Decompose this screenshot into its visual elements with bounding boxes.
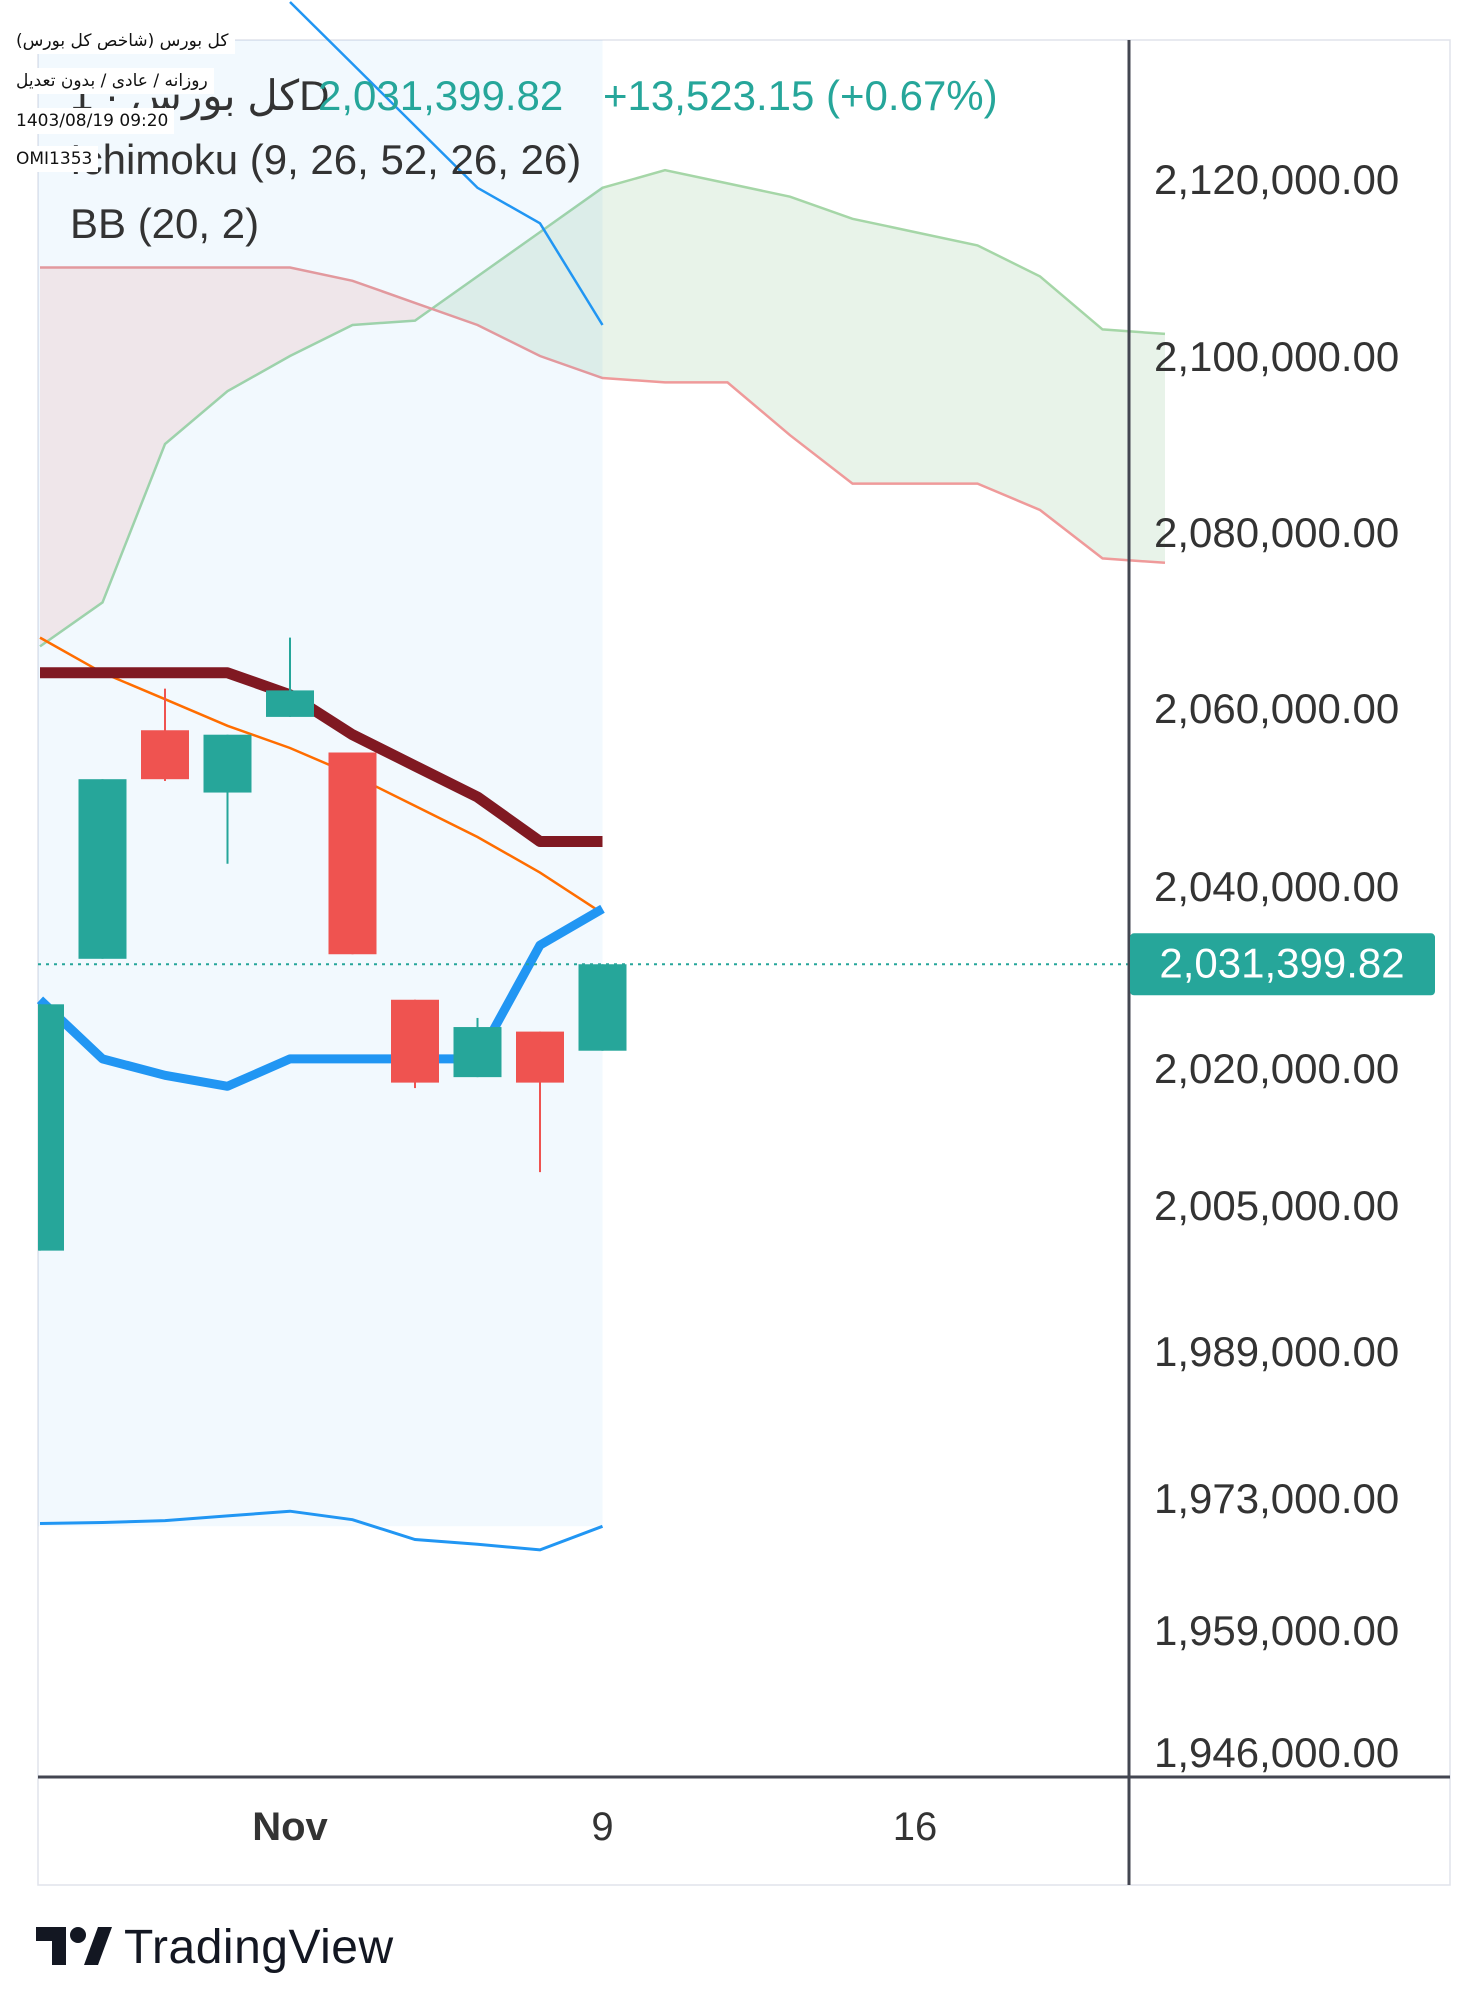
candle-body	[578, 964, 627, 1051]
bb-upper-line	[289, 1, 604, 326]
candle-down	[141, 688, 189, 781]
price-tick-label: 2,020,000.00	[1154, 1045, 1399, 1092]
cloud-segment	[477, 232, 540, 356]
time-tick-label: Nov	[252, 1805, 328, 1849]
cloud-segment	[1040, 276, 1103, 559]
candle-body	[266, 690, 314, 717]
cloud-segment	[102, 267, 165, 603]
cloud-segment	[665, 170, 728, 383]
cloud-segment	[602, 170, 665, 383]
cloud-segment	[852, 218, 915, 484]
cloud-segment	[727, 183, 790, 436]
candle-body	[141, 730, 189, 780]
cloud-segment	[40, 267, 103, 647]
tradingview-logo[interactable]: TradingView	[36, 1920, 394, 1975]
candle-body	[516, 1031, 564, 1083]
legend: کل بورس · 1D 2,031,399.82 +13,523.15 (+0…	[70, 72, 998, 247]
kijun-line	[40, 667, 603, 847]
cloud-segment	[165, 267, 228, 444]
cloud-segment	[977, 245, 1040, 510]
candle-body	[203, 734, 252, 793]
candle-down	[516, 1031, 564, 1173]
price-tick-label: 1,946,000.00	[1154, 1729, 1399, 1776]
time-tick-label: 9	[591, 1805, 613, 1849]
chart-datetime: 1403/08/19 09:20	[10, 108, 175, 134]
last-price-label: 2,031,399.82	[1159, 939, 1404, 986]
bb-fill	[38, 40, 603, 1527]
cloud-segment	[915, 232, 978, 484]
candle-down	[328, 752, 377, 955]
candle-body	[38, 1004, 64, 1251]
candle-body	[328, 752, 377, 955]
price-tick-label: 1,959,000.00	[1154, 1607, 1399, 1654]
cloud-segment	[431, 276, 478, 326]
candle-up	[78, 779, 127, 959]
ichimoku-legend[interactable]: Ichimoku (9, 26, 52, 26, 26)	[70, 136, 581, 183]
candle-up	[266, 637, 314, 717]
last-price-marker: 2,031,399.82	[1130, 933, 1435, 996]
candle-body	[453, 1027, 502, 1078]
ichimoku-cloud	[39, 168, 1166, 648]
cloud-segment	[290, 267, 353, 356]
bb-legend[interactable]: BB (20, 2)	[70, 200, 259, 247]
candle-up	[38, 1004, 64, 1251]
cloud-segment	[790, 196, 853, 484]
candle-body	[78, 779, 127, 959]
senkou-span-b-line	[40, 266, 1166, 565]
price-tick-label: 2,100,000.00	[1154, 333, 1399, 380]
cloud-segment	[540, 187, 603, 378]
price-tick-label: 2,080,000.00	[1154, 509, 1399, 556]
chart-code: OMI1353	[10, 146, 99, 172]
price-change: +13,523.15 (+0.67%)	[603, 72, 998, 119]
symbol-title: کل بورس (شاخص کل بورس)	[10, 28, 235, 54]
price-tick-label: 2,120,000.00	[1154, 156, 1399, 203]
candle-down	[391, 999, 439, 1089]
candles	[38, 637, 627, 1251]
axes: 2,120,000.00 2,100,000.00 2,080,000.00 2,06…	[38, 40, 1450, 1885]
senkou-span-a-line	[39, 168, 1166, 648]
price-value: 2,031,399.82	[318, 72, 563, 119]
candle-body	[391, 999, 439, 1083]
tenkan-line	[36, 904, 605, 1091]
time-tick-label: 16	[893, 1805, 938, 1849]
bollinger-bands	[38, 1, 604, 1552]
bb-basis-line	[39, 636, 604, 915]
candle-up	[578, 964, 627, 1051]
candle-up	[453, 1017, 502, 1078]
price-tick-label: 1,989,000.00	[1154, 1328, 1399, 1375]
candle-up	[203, 734, 252, 864]
ichimoku-lines	[36, 667, 605, 1091]
brand-name: TradingView	[124, 1921, 394, 1974]
price-tick-label: 2,005,000.00	[1154, 1182, 1399, 1229]
price-tick-label: 2,060,000.00	[1154, 685, 1399, 732]
cloud-segment	[227, 267, 290, 392]
last-price-badge	[1130, 933, 1435, 996]
tradingview-logo-icon	[36, 1926, 112, 1965]
bb-lower-line	[39, 1509, 604, 1552]
cloud-segment	[1102, 329, 1165, 563]
price-tick-label: 2,040,000.00	[1154, 863, 1399, 910]
price-tick-label: 1,973,000.00	[1154, 1475, 1399, 1522]
chart-options: روزانه / عادی / بدون تعدیل	[10, 68, 214, 94]
cloud-segment	[352, 280, 415, 326]
